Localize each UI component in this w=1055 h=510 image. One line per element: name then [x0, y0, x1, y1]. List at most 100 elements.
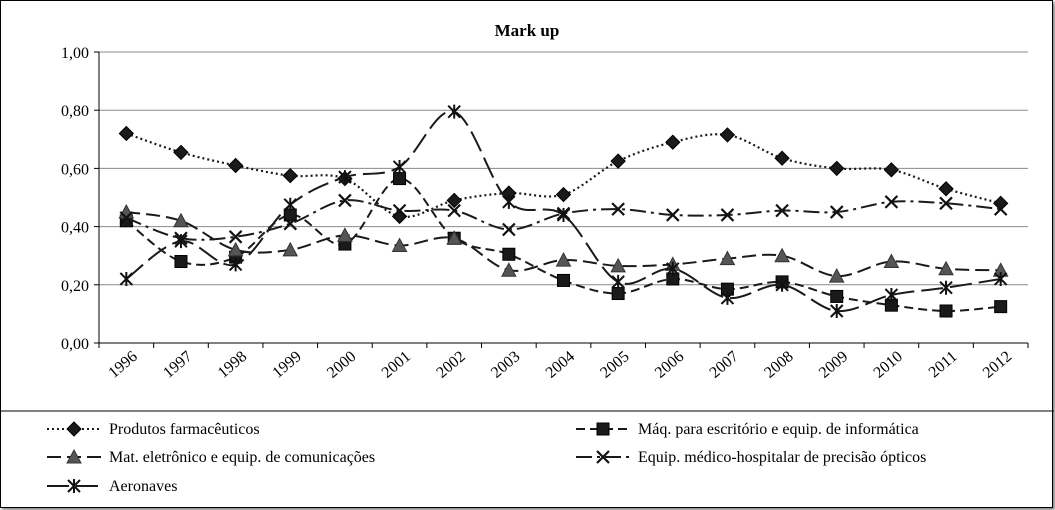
x-tick-label: 2005: [597, 348, 632, 382]
series-line: [125, 110, 1001, 312]
data-point: [883, 253, 900, 269]
x-tick-label: 2006: [652, 348, 687, 382]
data-point: [720, 208, 735, 222]
data-point: [391, 237, 408, 253]
data-point: [502, 247, 516, 261]
data-point: [393, 172, 407, 186]
data-point: [502, 222, 516, 237]
data-point: [557, 273, 570, 287]
legend-item: Produtos farmacêuticos: [47, 421, 260, 438]
legend-label: Aeronaves: [109, 478, 177, 495]
data-point: [939, 196, 953, 211]
data-point: [447, 203, 461, 218]
data-point: [338, 170, 352, 185]
data-point: [446, 192, 462, 209]
legend-item: Equip. médico-hospitalar de precisão ópt…: [576, 449, 926, 466]
legend-label: Mat. eletrônico e equip. de comunicações: [109, 449, 375, 466]
x-tick-label: 1997: [160, 348, 195, 382]
y-tick-label: 1,00: [61, 45, 89, 62]
grid-lines: [99, 51, 1028, 286]
data-point: [174, 234, 188, 249]
data-point: [774, 150, 790, 166]
data-point: [337, 227, 353, 242]
y-tick-label: 0,80: [61, 103, 89, 120]
x-tick-label: 2004: [543, 348, 578, 382]
legend-label: Equip. médico-hospitalar de precisão ópt…: [638, 449, 926, 466]
y-tick-label: 0,20: [61, 278, 89, 295]
data-point: [228, 257, 243, 272]
data-point: [282, 167, 298, 184]
data-point: [446, 230, 463, 245]
data-point: [338, 193, 352, 208]
legend-label: Máq. para escritório e equip. de informá…: [638, 421, 919, 438]
series-5: [119, 104, 1008, 318]
data-point: [719, 250, 736, 266]
y-tick-label: 0,00: [61, 336, 89, 353]
axes: 0,00 0,20 0,40 0,60 0,80 1,00 1996 1997 1998 1999…: [61, 45, 1029, 382]
x-tick-label: 2012: [980, 348, 1015, 382]
data-point: [555, 186, 572, 203]
data-point: [611, 202, 625, 216]
y-tick-label: 0,60: [61, 161, 89, 178]
data-point: [666, 208, 680, 222]
data-point: [611, 287, 625, 301]
data-point: [938, 181, 954, 197]
data-point: [828, 268, 845, 283]
data-point: [610, 153, 626, 169]
data-point: [719, 127, 736, 143]
data-point: [830, 289, 844, 303]
data-point: [227, 241, 244, 257]
x-tick-label: 1998: [215, 348, 250, 382]
x-tick-label: 2008: [761, 348, 796, 382]
data-point: [883, 162, 900, 178]
data-point: [282, 241, 299, 257]
data-point: [447, 104, 461, 119]
series-4: [119, 193, 1008, 246]
legend-item: Máq. para escritório e equip. de informá…: [576, 421, 919, 438]
data-point: [228, 230, 243, 244]
y-tick-label: 0,40: [61, 220, 89, 237]
data-point: [611, 274, 625, 289]
data-point: [665, 134, 681, 150]
data-point: [775, 203, 789, 218]
x-tick-label: 2011: [926, 348, 961, 381]
series-line: [125, 132, 1001, 219]
data-point: [119, 211, 134, 225]
data-point: [502, 194, 516, 209]
data-point: [174, 255, 188, 269]
legend-item: Aeronaves: [47, 478, 177, 495]
data-point: [993, 202, 1008, 216]
legend: Produtos farmacêuticos Máq. para escritór…: [1, 410, 1054, 495]
data-point: [610, 257, 626, 273]
data-point: [67, 479, 81, 493]
data-point: [173, 212, 189, 228]
data-point: [119, 271, 134, 286]
x-tick-label: 1996: [105, 348, 140, 382]
data-point: [501, 262, 517, 277]
data-point: [666, 261, 680, 276]
x-tick-label: 2009: [816, 348, 851, 382]
data-point: [66, 421, 82, 437]
data-point: [720, 290, 735, 305]
data-point: [118, 125, 135, 142]
legend-label: Produtos farmacêuticos: [109, 421, 260, 438]
data-point: [829, 205, 844, 219]
x-tick-label: 2001: [379, 348, 414, 382]
data-point: [392, 159, 407, 174]
data-point: [884, 195, 899, 209]
series-line: [125, 199, 1001, 241]
data-point: [993, 271, 1008, 286]
legend-item: Mat. eletrônico e equip. de comunicações: [47, 448, 375, 466]
data-point: [774, 247, 790, 263]
data-point: [829, 160, 845, 177]
x-tick-label: 2010: [871, 348, 906, 382]
data-point: [66, 448, 82, 464]
data-point: [939, 280, 953, 295]
data-point: [596, 450, 610, 464]
data-point: [556, 207, 571, 222]
data-point: [555, 252, 572, 267]
x-tick-label: 1999: [269, 348, 304, 382]
x-tick-label: 2000: [324, 348, 359, 382]
data-point: [173, 144, 189, 161]
